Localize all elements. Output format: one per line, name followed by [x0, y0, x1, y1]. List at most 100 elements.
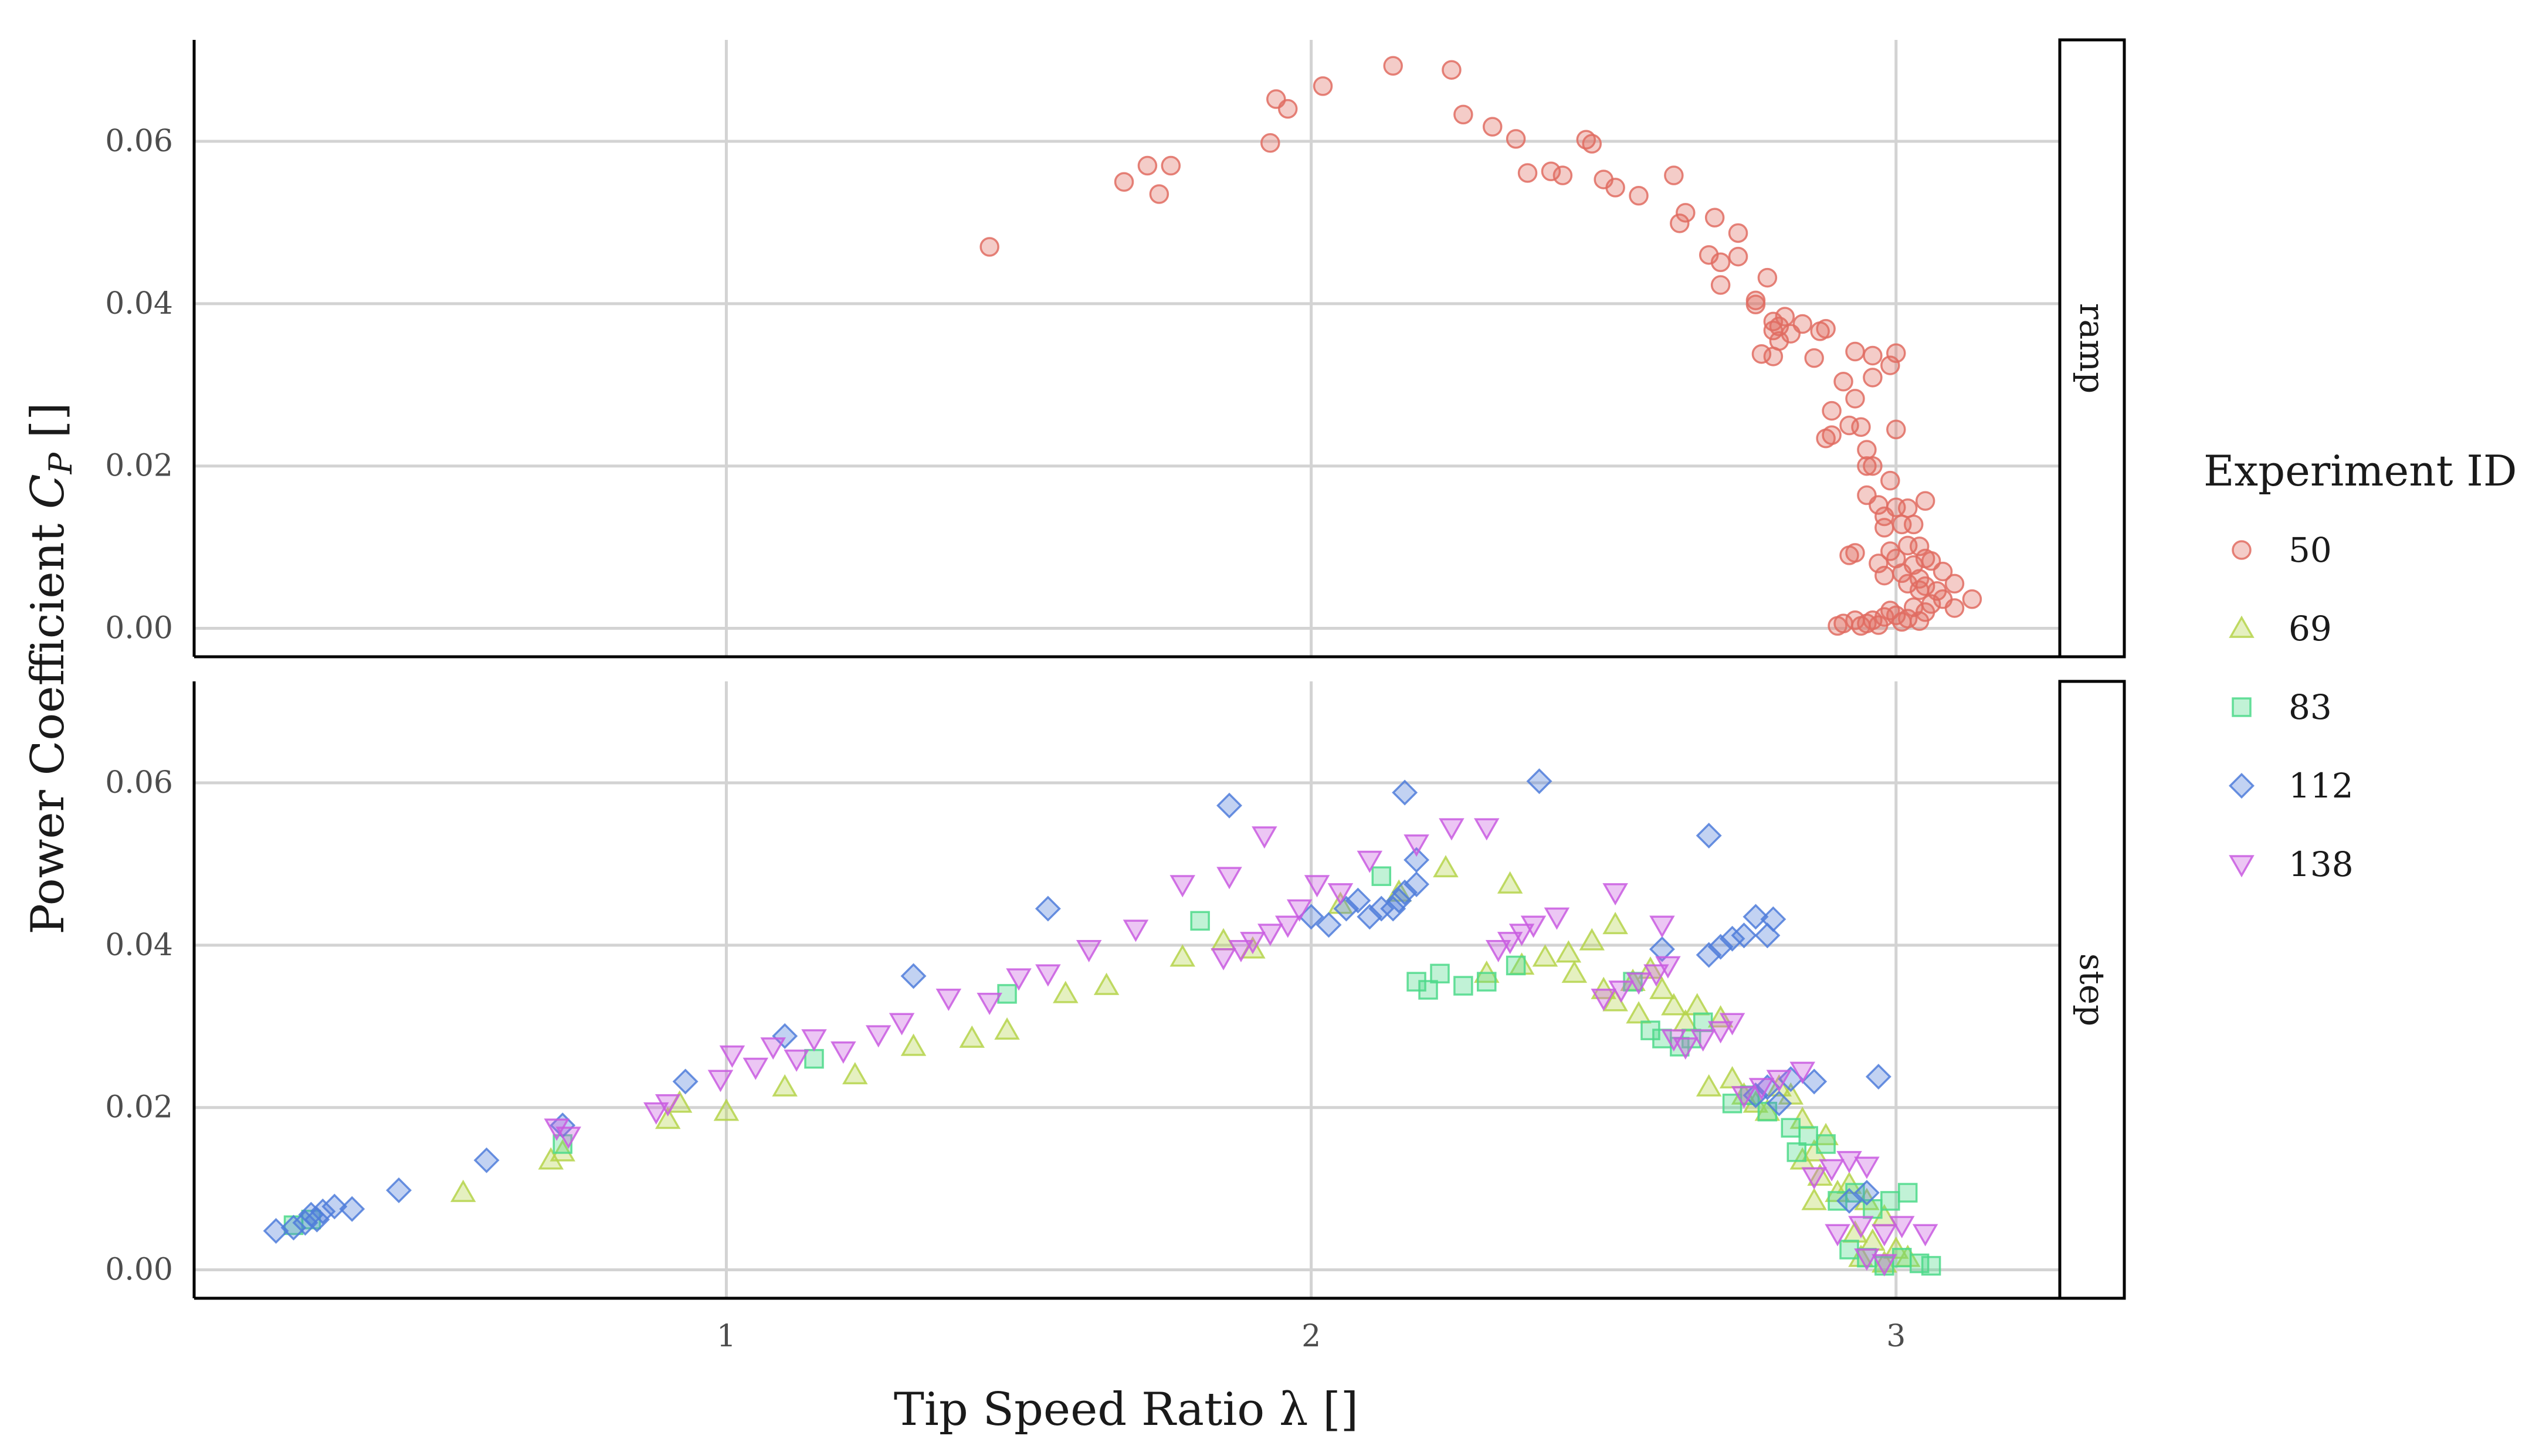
- point-138-3: [655, 1094, 681, 1117]
- y-tick-label-step-1: 0.02: [105, 1090, 173, 1125]
- point-50-4: [1161, 155, 1181, 176]
- point-138-11: [865, 1025, 891, 1048]
- point-138-17: [1076, 939, 1102, 963]
- points-ramp: [979, 56, 1982, 636]
- point-50-58: [1863, 368, 1883, 388]
- y-axis-title-unit: []: [22, 402, 74, 453]
- y-axis-title-main: Power Coefficient: [22, 509, 74, 935]
- point-112-25: [1404, 871, 1430, 898]
- point-112-44: [1836, 1187, 1862, 1214]
- legend-label-69: 69: [2289, 609, 2332, 649]
- point-69-7: [842, 1062, 868, 1085]
- point-69-14: [1211, 928, 1236, 951]
- point-138-65: [1872, 1254, 1897, 1277]
- point-50-62: [1874, 518, 1894, 538]
- point-112-9: [473, 1147, 500, 1173]
- point-112-1: [280, 1214, 307, 1241]
- point-50-23: [1670, 213, 1690, 233]
- point-69-11: [1053, 980, 1079, 1003]
- point-69-30: [1649, 976, 1675, 999]
- legend-label-138: 138: [2289, 844, 2354, 884]
- point-138-47: [1707, 1021, 1734, 1044]
- point-138-44: [1661, 1029, 1687, 1052]
- panel-step: step 0.00 0.02 0.04 0.06: [105, 680, 2126, 1300]
- y-tick-labels-ramp: 0.00 0.02 0.04 0.06: [105, 124, 173, 646]
- point-50-22: [1664, 165, 1684, 185]
- point-83-3: [804, 1048, 824, 1069]
- point-138-41: [1626, 972, 1652, 995]
- point-69-26: [1561, 961, 1588, 983]
- point-138-59: [1825, 1224, 1850, 1247]
- point-138-7: [760, 1037, 786, 1060]
- point-138-35: [1497, 932, 1523, 955]
- point-138-31: [1404, 834, 1429, 857]
- point-69-3: [655, 1107, 681, 1129]
- point-69-1: [538, 1147, 564, 1170]
- point-50-21: [1629, 186, 1649, 206]
- point-138-22: [1211, 948, 1236, 970]
- point-138-43: [1655, 956, 1681, 979]
- point-138-63: [1912, 1224, 1938, 1247]
- point-50-34: [1757, 267, 1778, 288]
- strip-label-ramp: ramp: [2072, 303, 2112, 393]
- x-tick-labels: 1 2 3: [717, 1319, 1906, 1354]
- point-50-103: [1897, 609, 1918, 629]
- point-83-8: [1418, 980, 1438, 1000]
- point-69-18: [1433, 855, 1459, 878]
- point-50-108: [1828, 616, 1847, 636]
- point-50-46: [1833, 372, 1853, 392]
- points-step: [263, 768, 1941, 1277]
- point-83-5: [1190, 911, 1210, 931]
- point-112-30: [1696, 942, 1722, 968]
- point-138-13: [935, 989, 962, 1012]
- point-69-22: [1532, 944, 1558, 967]
- point-50-30: [1728, 246, 1748, 267]
- point-112-29: [1649, 936, 1675, 962]
- point-138-48: [1719, 1013, 1745, 1036]
- point-69-9: [959, 1025, 985, 1048]
- point-112-24: [1392, 879, 1418, 905]
- point-83-24: [1816, 1134, 1836, 1154]
- y-tick-label-step-0: 0.00: [105, 1253, 173, 1288]
- point-50-13: [1506, 129, 1526, 149]
- point-50-40: [1775, 307, 1795, 327]
- point-50-56: [1857, 456, 1877, 476]
- point-69-35: [1684, 993, 1710, 1016]
- point-112-43: [1865, 1064, 1891, 1090]
- point-69-48: [1807, 1163, 1833, 1186]
- point-138-53: [1766, 1070, 1792, 1092]
- point-138-55: [1801, 1167, 1827, 1190]
- point-138-38: [1544, 907, 1570, 930]
- point-138-6: [743, 1057, 769, 1080]
- point-112-14: [1035, 895, 1061, 922]
- point-112-28: [1526, 768, 1552, 795]
- point-138-62: [1889, 1216, 1915, 1238]
- point-69-2: [550, 1139, 575, 1162]
- point-83-29: [1880, 1191, 1900, 1211]
- point-69-27: [1591, 976, 1616, 999]
- point-138-32: [1439, 818, 1464, 841]
- point-83-22: [1781, 1118, 1801, 1138]
- point-50-24: [1676, 203, 1696, 223]
- point-69-19: [1497, 871, 1523, 894]
- point-138-24: [1240, 932, 1266, 955]
- point-50-52: [1845, 389, 1865, 409]
- point-138-9: [801, 1029, 827, 1052]
- point-138-12: [889, 1013, 915, 1036]
- point-50-1: [1114, 172, 1134, 192]
- point-138-45: [1673, 1037, 1699, 1060]
- legend-entries: 50 69 83 112 138: [2229, 530, 2354, 884]
- point-83-34: [1892, 1248, 1912, 1268]
- point-50-67: [1886, 343, 1906, 364]
- point-50-53: [1851, 417, 1871, 437]
- point-138-14: [977, 992, 1002, 1016]
- point-50-106: [1915, 602, 1935, 622]
- point-138-42: [1643, 964, 1669, 987]
- legend: Experiment ID 50 69 83 112 138: [2203, 446, 2517, 884]
- point-69-45: [1801, 1139, 1827, 1162]
- point-50-32: [1745, 294, 1766, 315]
- point-69-38: [1719, 1065, 1745, 1089]
- point-112-36: [1760, 906, 1786, 932]
- legend-label-112: 112: [2289, 766, 2354, 806]
- point-50-82: [1915, 576, 1935, 596]
